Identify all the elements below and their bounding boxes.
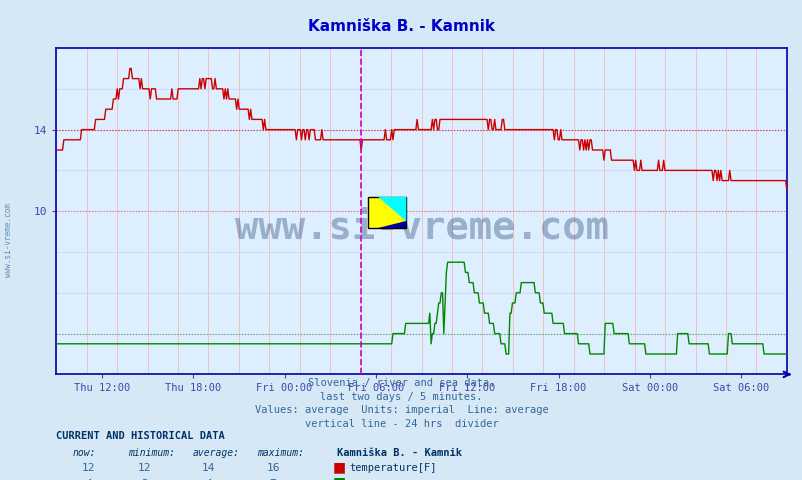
Text: Kamniška B. - Kamnik: Kamniška B. - Kamnik bbox=[337, 448, 462, 458]
Text: 4: 4 bbox=[85, 479, 91, 480]
Text: CURRENT AND HISTORICAL DATA: CURRENT AND HISTORICAL DATA bbox=[56, 431, 225, 441]
Text: minimum:: minimum: bbox=[128, 448, 176, 458]
Text: now:: now: bbox=[72, 448, 95, 458]
Polygon shape bbox=[378, 197, 406, 221]
Text: average:: average: bbox=[192, 448, 240, 458]
Text: last two days / 5 minutes.: last two days / 5 minutes. bbox=[320, 392, 482, 402]
Text: Kamniška B. - Kamnik: Kamniška B. - Kamnik bbox=[308, 19, 494, 34]
Text: Slovenia / river and sea data.: Slovenia / river and sea data. bbox=[307, 378, 495, 388]
Text: 7: 7 bbox=[269, 479, 276, 480]
Text: flow[foot3/min]: flow[foot3/min] bbox=[349, 479, 443, 480]
Text: www.si-vreme.com: www.si-vreme.com bbox=[234, 208, 608, 247]
Text: 14: 14 bbox=[202, 463, 215, 473]
Text: Values: average  Units: imperial  Line: average: Values: average Units: imperial Line: av… bbox=[254, 405, 548, 415]
Text: ■: ■ bbox=[333, 476, 346, 480]
Text: 4: 4 bbox=[205, 479, 212, 480]
Text: ■: ■ bbox=[333, 460, 346, 474]
Text: temperature[F]: temperature[F] bbox=[349, 463, 436, 473]
Text: www.si-vreme.com: www.si-vreme.com bbox=[4, 203, 13, 277]
Text: 3: 3 bbox=[141, 479, 148, 480]
Text: 16: 16 bbox=[266, 463, 279, 473]
Polygon shape bbox=[378, 221, 406, 228]
Text: 12: 12 bbox=[82, 463, 95, 473]
FancyBboxPatch shape bbox=[367, 197, 406, 228]
Text: vertical line - 24 hrs  divider: vertical line - 24 hrs divider bbox=[304, 419, 498, 429]
Text: maximum:: maximum: bbox=[257, 448, 304, 458]
Text: 12: 12 bbox=[138, 463, 151, 473]
